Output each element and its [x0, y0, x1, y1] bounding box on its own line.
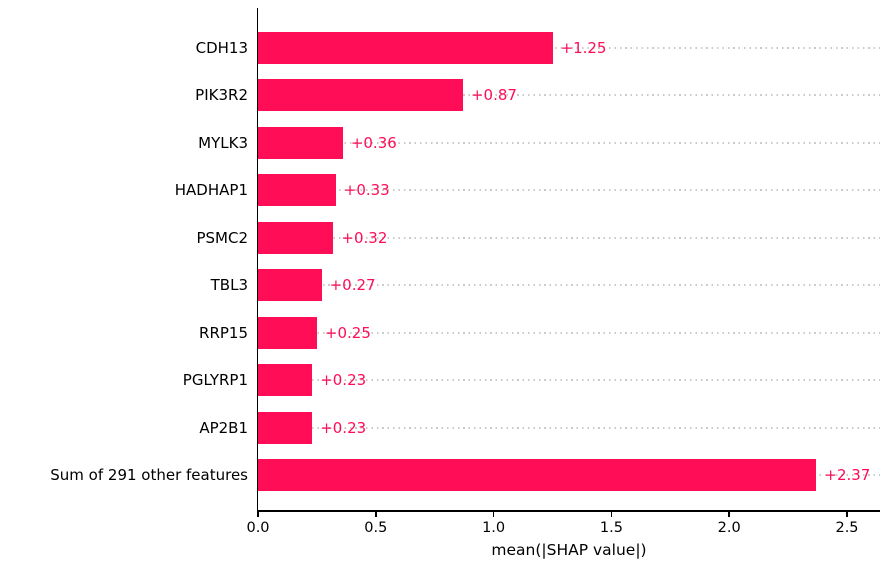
- chart-row: +0.36 MYLK3: [198, 119, 880, 167]
- bar: [258, 31, 553, 64]
- y-tick-label: CDH13: [195, 38, 248, 57]
- gridline: [258, 189, 880, 192]
- bar: [258, 79, 463, 112]
- chart-row: +0.33 HADHAP1: [175, 167, 880, 215]
- y-tick-label: PSMC2: [196, 228, 248, 247]
- gridline: [258, 94, 880, 97]
- bar-value-label: +0.33: [343, 181, 390, 200]
- plot-area: mean(|SHAP value|) +1.25 CDH13 +0.87 PIK3R2…: [50, 8, 880, 559]
- bar-value-label: +0.32: [341, 228, 388, 247]
- x-tick-mark: [846, 511, 848, 517]
- bar: [258, 269, 322, 302]
- x-tick-label: 2.5: [835, 520, 859, 536]
- y-tick-label: HADHAP1: [174, 181, 248, 200]
- bar: [258, 459, 817, 492]
- bar-value-label: +0.23: [320, 418, 367, 437]
- bar: [258, 221, 334, 254]
- x-tick-mark: [375, 511, 377, 517]
- bar-value-label: +2.37: [824, 466, 871, 485]
- chart-row: +0.87 PIK3R2: [195, 72, 880, 120]
- y-tick-label: RRP15: [199, 323, 248, 342]
- x-tick-label: 1.5: [599, 520, 623, 536]
- chart-row: +1.25 CDH13: [196, 24, 880, 72]
- gridline: [258, 331, 880, 334]
- bar: [258, 411, 313, 444]
- gridline: [258, 426, 880, 429]
- y-tick-label: PGLYRP1: [182, 371, 248, 390]
- bar-value-label: +0.87: [470, 86, 517, 105]
- gridline: [258, 46, 880, 49]
- y-tick-label: Sum of 291 other features: [50, 466, 248, 485]
- chart-row: +0.23 PGLYRP1: [183, 357, 880, 405]
- bar: [258, 174, 336, 207]
- y-tick-label: AP2B1: [199, 418, 248, 437]
- x-tick-label: 0.5: [364, 520, 388, 536]
- x-tick-label: 2.0: [717, 520, 741, 536]
- bar-value-label: +0.36: [350, 133, 397, 152]
- chart-row: +2.37 Sum of 291 other features: [50, 452, 880, 500]
- bar: [258, 364, 313, 397]
- x-axis-label: mean(|SHAP value|): [491, 541, 647, 559]
- chart-row: +0.23 AP2B1: [199, 404, 880, 452]
- gridline: [258, 284, 880, 287]
- x-axis-spine: [256, 510, 880, 512]
- chart-row: +0.32 PSMC2: [196, 214, 880, 262]
- y-axis-spine: [256, 8, 258, 510]
- y-tick-label: MYLK3: [198, 133, 248, 152]
- y-tick-label: PIK3R2: [195, 86, 248, 105]
- gridline: [258, 141, 880, 144]
- bar-value-label: +0.27: [329, 276, 376, 295]
- bar: [258, 316, 317, 349]
- x-tick-mark: [728, 511, 730, 517]
- bar-value-label: +0.23: [320, 371, 367, 390]
- chart-row: +0.27 TBL3: [211, 262, 880, 310]
- bar: [258, 126, 343, 159]
- gridline: [258, 379, 880, 382]
- chart-row: +0.25 RRP15: [199, 309, 880, 357]
- x-tick-label: 1.0: [482, 520, 506, 536]
- x-tick-label: 0.0: [246, 520, 270, 536]
- x-tick-mark: [257, 511, 259, 517]
- x-tick-mark: [492, 511, 495, 517]
- bar-value-label: +0.25: [324, 323, 371, 342]
- gridline: [258, 236, 880, 239]
- bar-value-label: +1.25: [560, 38, 607, 57]
- x-tick-mark: [610, 511, 613, 517]
- y-tick-label: TBL3: [210, 276, 248, 295]
